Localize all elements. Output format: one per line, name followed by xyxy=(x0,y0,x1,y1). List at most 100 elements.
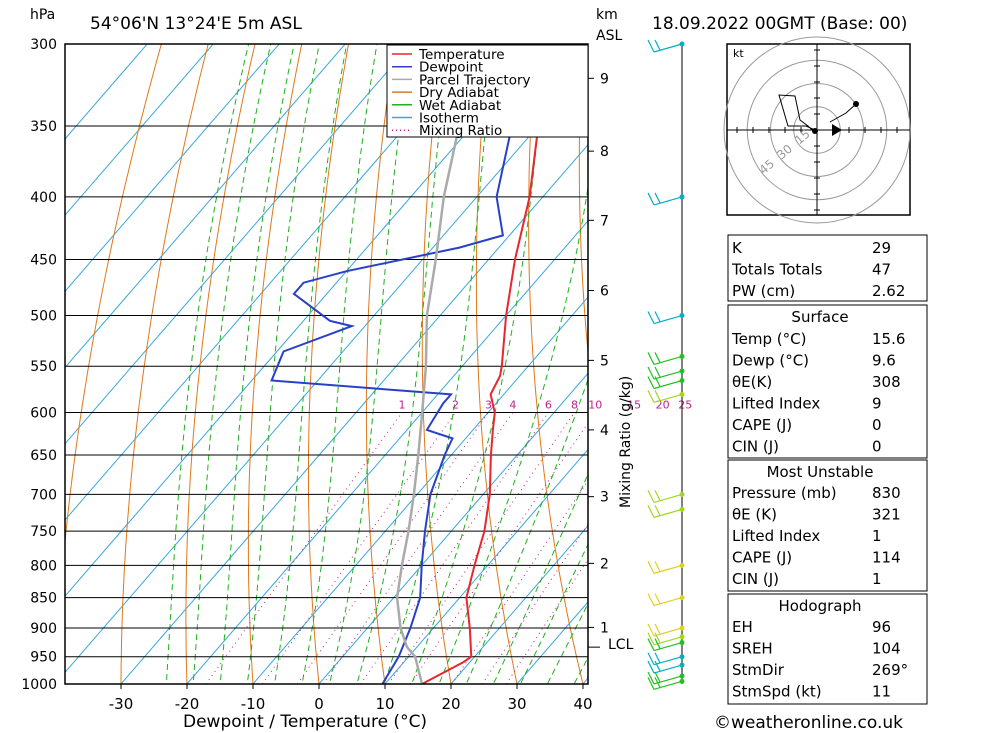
wet-adiabat-line xyxy=(465,378,588,684)
wind-barb-shaft xyxy=(653,680,683,690)
wet-adiabat-line xyxy=(165,44,250,684)
wind-barb xyxy=(647,593,685,607)
wind-barb-flag xyxy=(647,660,655,674)
wet-adiabat-line xyxy=(356,44,451,684)
pressure-tick-label: 950 xyxy=(30,650,57,666)
isotherm-line xyxy=(252,296,588,684)
km-tick-label: 9 xyxy=(600,71,609,87)
wind-barb-flag xyxy=(654,561,661,572)
table-row-label: CAPE (J) xyxy=(732,549,792,567)
table-row-label: SREH xyxy=(732,640,773,658)
table-row-value: 269° xyxy=(872,661,908,679)
wet-adiabat-line xyxy=(301,44,378,684)
mixing-ratio-label: 20 xyxy=(656,398,670,411)
storm-motion-marker xyxy=(832,124,842,136)
isotherm-line xyxy=(384,448,588,684)
table-row-value: 0 xyxy=(872,416,882,434)
series-temperature-line xyxy=(421,44,551,684)
copyright: ©weatheronline.co.uk xyxy=(714,713,903,733)
wind-barb-dot xyxy=(679,673,685,679)
pressure-tick-label: 800 xyxy=(30,558,57,574)
isotherm-line xyxy=(120,143,588,684)
table-row-value: 9 xyxy=(872,395,882,413)
km-tick-label: 1 xyxy=(600,620,609,636)
wind-barb xyxy=(647,376,685,390)
dry-adiabat-line xyxy=(65,44,162,547)
wind-barb-flag xyxy=(647,593,655,606)
wind-barb-flag xyxy=(647,39,655,53)
x-tick-label: 40 xyxy=(573,695,592,713)
mixing-ratio-label: 10 xyxy=(588,398,602,411)
wind-barb-shaft xyxy=(653,636,683,646)
mixing-ratio-line xyxy=(205,412,403,684)
plot-background xyxy=(65,44,588,684)
wind-barb-dot xyxy=(679,313,685,319)
dry-adiabat-line xyxy=(308,44,350,684)
mixing-ratio-label: 15 xyxy=(627,398,641,411)
dry-adiabat-line xyxy=(185,44,256,684)
wind-barb-shaft xyxy=(653,355,683,366)
wind-barb-flag xyxy=(654,677,661,688)
mixing-ratio-label: 2 xyxy=(452,398,459,411)
wind-barb-dot xyxy=(679,41,685,47)
wind-barb-flag xyxy=(654,366,661,378)
wind-barb xyxy=(647,366,685,380)
x-tick-label: -30 xyxy=(109,695,134,713)
dry-adiabat-line xyxy=(247,44,303,684)
mixing-ratio-label: 4 xyxy=(509,398,516,411)
wind-barb-flag xyxy=(647,671,655,685)
mixing-ratio-label: 6 xyxy=(545,398,552,411)
location-title: 54°06'N 13°24'E 5m ASL xyxy=(90,14,302,34)
wind-barb-flag xyxy=(647,505,655,518)
wind-barb-shaft xyxy=(653,43,683,53)
table-row-value: 1 xyxy=(872,570,882,588)
table-row-label: StmDir xyxy=(732,661,785,679)
axes: -30 -20 -10 0 10 20 30 40 9 8 7 6 5 4 3 2 1 xyxy=(64,43,609,713)
wind-barb-shaft xyxy=(653,493,683,503)
wind-barb-dot xyxy=(679,625,685,631)
hodograph-trace xyxy=(829,103,857,123)
wind-barb-dot xyxy=(679,562,685,568)
wind-barb xyxy=(647,660,685,674)
wind-barb-flag xyxy=(647,652,655,666)
table-row-value: 830 xyxy=(872,484,901,502)
table-row-value: 47 xyxy=(872,261,891,279)
table-row-value: 1 xyxy=(872,527,882,545)
km-tick-label: 3 xyxy=(600,490,609,506)
wind-barb-flag xyxy=(654,638,661,649)
datetime-title: 18.09.2022 00GMT (Base: 00) xyxy=(652,14,907,34)
profiles xyxy=(270,44,551,684)
hodograph-origin-dot xyxy=(812,128,818,134)
wind-barb-flag xyxy=(654,505,661,516)
mixing-ratio-axis-label: Mixing Ratio (g/kg) xyxy=(618,376,634,508)
wind-barb xyxy=(647,39,685,53)
table-row-label: K xyxy=(732,239,743,257)
table-row-value: 104 xyxy=(872,640,901,658)
wind-barb-shaft xyxy=(653,314,683,325)
table-row-label: Temp (°C) xyxy=(731,330,806,348)
wind-barb xyxy=(647,390,685,404)
dry-adiabat-line xyxy=(528,44,584,684)
mixing-ratio-label: 8 xyxy=(571,398,578,411)
surface-box xyxy=(727,304,928,459)
pressure-tick-label: 500 xyxy=(30,309,57,325)
x-tick-label: 20 xyxy=(441,695,460,713)
wind-barb-flag xyxy=(647,192,655,206)
table-row-label: Dewp (°C) xyxy=(732,352,809,370)
pressure-tick-label: 300 xyxy=(30,37,57,53)
wind-barb-shaft xyxy=(653,627,683,637)
dry-adiabat-line xyxy=(120,44,209,684)
wind-barb-dot xyxy=(679,368,685,374)
mixing-ratio-label: 25 xyxy=(678,398,692,411)
wind-barb-flag xyxy=(654,39,661,51)
wet-adiabat-line xyxy=(411,44,547,684)
wet-adiabat-line xyxy=(328,44,412,684)
mixing-ratio-labels: 1 2 3 4 6 8 10 15 20 25 xyxy=(399,398,693,411)
wind-barb xyxy=(647,652,685,666)
legend-entry: Wet Adiabat xyxy=(419,98,501,114)
table-row-value: 11 xyxy=(872,683,891,701)
wind-barb-flag xyxy=(654,660,661,672)
pressure-tick-label: 550 xyxy=(30,359,57,375)
